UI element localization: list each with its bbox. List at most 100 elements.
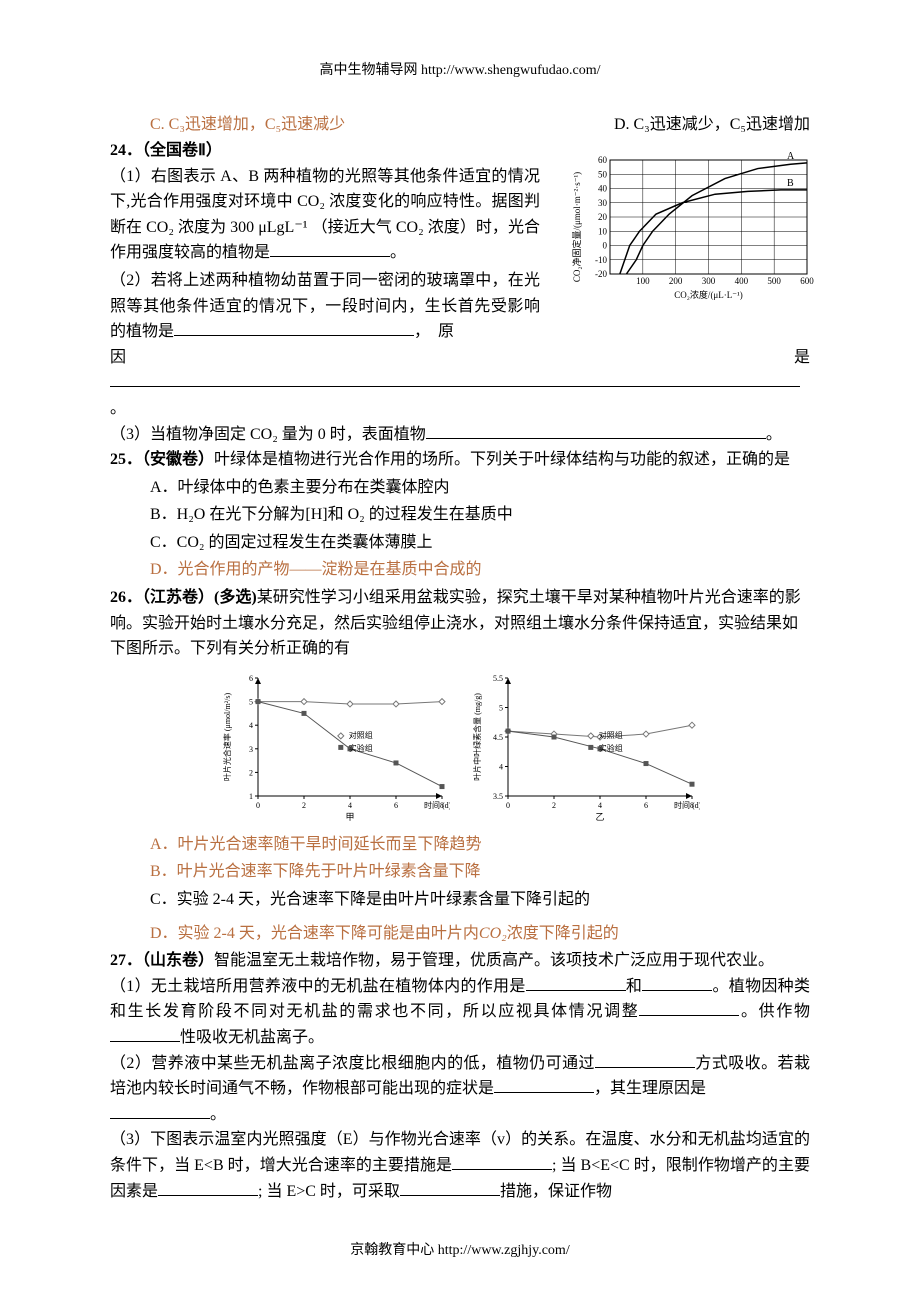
q27-p1a: （1）无土栽培所用营养液中的无机盐在植物体内的作用是 xyxy=(110,978,526,995)
q25: 25．（安徽卷）叶绿体是植物进行光合作用的场所。下列关于叶绿体结构与功能的叙述，… xyxy=(110,447,810,583)
svg-text:1: 1 xyxy=(249,792,253,801)
q24-p1d: 。 xyxy=(390,244,406,261)
q26-d-co2: CO₂ xyxy=(479,925,507,942)
svg-text:6: 6 xyxy=(394,801,398,810)
svg-text:100: 100 xyxy=(636,276,650,286)
content: C. C₃迅速增加，C₅迅速减少 D. C₃迅速减少，C₅迅速增加 24．（全国… xyxy=(110,112,810,1204)
q27-p2: （2）营养液中某些无机盐离子浓度比根细胞内的低，植物仍可通过方式吸收。若栽培池内… xyxy=(110,1051,810,1128)
option-d-top: D. C₃迅速减少，C₅迅速增加 xyxy=(614,112,810,138)
q26-options: A．叶片光合速率随干旱时间延长而呈下降趋势 B．叶片光合速率下降先于叶片叶绿素含… xyxy=(110,832,810,946)
svg-text:50: 50 xyxy=(598,169,608,179)
svg-text:时间 (d): 时间 (d) xyxy=(424,800,450,810)
svg-text:乙: 乙 xyxy=(595,812,604,822)
svg-text:实验组: 实验组 xyxy=(599,743,623,753)
svg-text:5: 5 xyxy=(249,697,253,706)
footer-link[interactable]: 京翰教育中心 http://www.zgjhjy.com/ xyxy=(350,1243,569,1258)
svg-text:20: 20 xyxy=(598,212,608,222)
q24: 24．（全国卷Ⅱ） （1）右图表示 A、B 两种植物的光照等其他条件适宜的情况下… xyxy=(110,138,810,447)
q27-blank6 xyxy=(494,1092,594,1093)
header-link[interactable]: 高中生物辅导网 http://www.shengwufudao.com/ xyxy=(319,63,600,78)
q24-p3: （3）当植物净固定 CO₂ 量为 0 时，表面植物 。 xyxy=(110,422,810,448)
svg-text:A: A xyxy=(787,152,795,162)
q24-chart: 100200300400500600-20-100102030405060ABC… xyxy=(570,152,815,302)
svg-text:0: 0 xyxy=(603,240,608,250)
q26-opt-a: A．叶片光合速率随干旱时间延长而呈下降趋势 xyxy=(150,832,810,858)
q27-p2a: （2）营养液中某些无机盐离子浓度比根细胞内的低，植物仍可通过 xyxy=(110,1055,595,1072)
svg-text:2: 2 xyxy=(552,801,556,810)
q25-opt-c: C．CO₂ 的固定过程发生在类囊体薄膜上 xyxy=(150,530,810,556)
q26-source: （江苏卷）(多选) xyxy=(142,589,257,606)
q27-p1: （1）无土栽培所用营养液中的无机盐在植物体内的作用是和。植物因种类和生长发育阶段… xyxy=(110,974,810,1051)
q27-stem: 智能温室无土栽培作物，易于管理，优质高产。该项技术广泛应用于现代农业。 xyxy=(214,952,774,969)
svg-text:5: 5 xyxy=(499,703,503,712)
svg-text:600: 600 xyxy=(800,276,814,286)
q24-blank2 xyxy=(174,335,414,336)
svg-text:4: 4 xyxy=(249,721,253,730)
q26-opt-d: D．实验 2-4 天，光合速率下降可能是由叶片内CO₂浓度下降引起的 xyxy=(150,921,810,947)
q24-p2d: 。 xyxy=(110,400,126,417)
q26-chart-right: 024683.544.555.5对照组实验组时间 (d)叶片中叶绿素含量 (mg… xyxy=(470,672,700,822)
prev-q-options: C. C₃迅速增加，C₅迅速减少 D. C₃迅速减少，C₅迅速增加 xyxy=(110,112,810,138)
svg-text:6: 6 xyxy=(249,674,253,683)
q24-reason-right: 是 xyxy=(794,345,810,371)
q24-p3a: （3）当植物净固定 CO₂ 量为 0 时，表面植物 xyxy=(110,426,426,443)
q26-opt-b: B．叶片光合速率下降先于叶片叶绿素含量下降 xyxy=(150,859,810,885)
q26-chart-left: 02468123456对照组实验组时间 (d)叶片光合速率 (μmol/m²/s… xyxy=(220,672,450,822)
svg-text:300: 300 xyxy=(702,276,716,286)
svg-text:500: 500 xyxy=(767,276,781,286)
q27-p2c: ，其生理原因是 xyxy=(594,1080,706,1097)
q25-stem: 叶绿体是植物进行光合作用的场所。下列关于叶绿体结构与功能的叙述，正确的是 xyxy=(214,451,790,468)
q24-p1b: 300 μLgL⁻¹ xyxy=(230,219,307,236)
svg-text:CO₂浓度/(μL·L⁻¹): CO₂浓度/(μL·L⁻¹) xyxy=(674,289,742,300)
svg-text:时间 (d): 时间 (d) xyxy=(674,800,700,810)
q24-source: （全国卷Ⅱ） xyxy=(142,142,222,159)
svg-text:CO₂净固定量/(μmol·m⁻²·s⁻¹): CO₂净固定量/(μmol·m⁻²·s⁻¹) xyxy=(571,172,582,282)
svg-text:400: 400 xyxy=(735,276,749,286)
q24-blank1 xyxy=(270,256,390,257)
q27-blank5 xyxy=(595,1067,695,1068)
q27: 27．（山东卷）智能温室无土栽培作物，易于管理，优质高产。该项技术广泛应用于现代… xyxy=(110,948,810,1204)
svg-text:5.5: 5.5 xyxy=(493,674,503,683)
q27-blank2 xyxy=(642,990,712,991)
q27-blank1 xyxy=(526,990,626,991)
svg-text:0: 0 xyxy=(256,801,260,810)
q25-opt-b: B．H₂O 在光下分解为[H]和 O₂ 的过程发生在基质中 xyxy=(150,502,810,528)
q26: 26．（江苏卷）(多选)某研究性学习小组采用盆栽实验，探究土壤干旱对某种植物叶片… xyxy=(110,585,810,946)
q26-opt-c: C．实验 2-4 天，光合速率下降是由叶片叶绿素含量下降引起的 xyxy=(150,887,810,913)
svg-text:4: 4 xyxy=(499,762,503,771)
svg-text:30: 30 xyxy=(598,198,608,208)
q27-p1d: 。供作物 xyxy=(739,1003,810,1020)
svg-text:200: 200 xyxy=(669,276,683,286)
svg-text:4: 4 xyxy=(598,801,602,810)
svg-text:10: 10 xyxy=(598,226,608,236)
q24-p3b: 。 xyxy=(766,426,782,443)
svg-text:40: 40 xyxy=(598,183,608,193)
svg-text:3.5: 3.5 xyxy=(493,792,503,801)
page-header: 高中生物辅导网 http://www.shengwufudao.com/ xyxy=(110,60,810,82)
svg-text:-20: -20 xyxy=(595,269,607,279)
q26-d-pre: D．实验 2-4 天，光合速率下降可能是由叶片内 xyxy=(150,925,479,942)
q27-p3: （3）下图表示温室内光照强度（E）与作物光合速率（v）的关系。在温度、水分和无机… xyxy=(110,1127,810,1204)
svg-text:2: 2 xyxy=(249,768,253,777)
q27-blank10 xyxy=(400,1195,500,1196)
q27-p3c: ; 当 E>C 时，可采取 xyxy=(258,1183,400,1200)
svg-text:叶片光合速率 (μmol/m²/s): 叶片光合速率 (μmol/m²/s) xyxy=(222,692,232,781)
q27-blank9 xyxy=(158,1195,258,1196)
q24-number: 24 xyxy=(110,142,126,159)
q26-number: 26 xyxy=(110,589,126,606)
q26-d-post: 浓度下降引起的 xyxy=(507,925,619,942)
q27-source: （山东卷） xyxy=(142,952,214,969)
svg-text:甲: 甲 xyxy=(345,812,354,822)
svg-text:叶片中叶绿素含量 (mg/g): 叶片中叶绿素含量 (mg/g) xyxy=(472,693,482,781)
svg-text:2: 2 xyxy=(302,801,306,810)
svg-text:3: 3 xyxy=(249,745,253,754)
q24-body: （1）右图表示 A、B 两种植物的光照等其他条件适宜的情况下,光合作用强度对环境… xyxy=(110,164,540,345)
q27-p1e: 性吸收无机盐离子。 xyxy=(180,1029,324,1046)
svg-text:0: 0 xyxy=(506,801,510,810)
svg-text:对照组: 对照组 xyxy=(599,730,623,740)
q26-charts: 02468123456对照组实验组时间 (d)叶片光合速率 (μmol/m²/s… xyxy=(110,672,810,822)
svg-text:4: 4 xyxy=(348,801,352,810)
q27-p1b: 和 xyxy=(626,978,643,995)
q25-opt-d: D．光合作用的产物——淀粉是在基质中合成的 xyxy=(150,557,810,583)
q27-blank4 xyxy=(110,1041,180,1042)
